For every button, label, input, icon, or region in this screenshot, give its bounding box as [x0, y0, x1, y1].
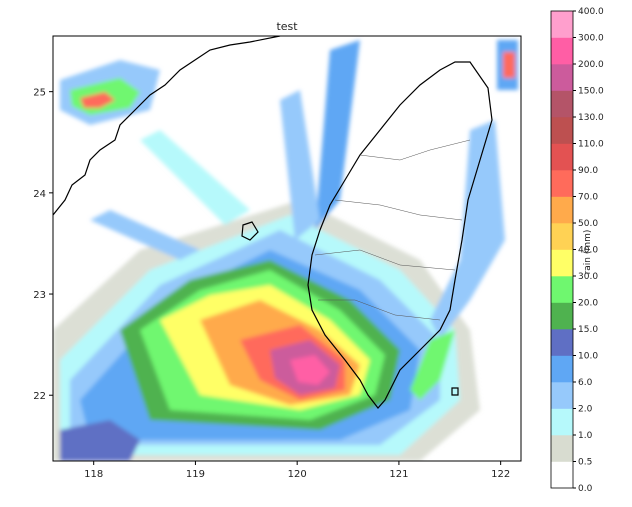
colorbar-swatch [551, 11, 573, 38]
y-tick-label: 24 [33, 189, 46, 200]
y-tick-label: 22 [33, 391, 46, 402]
rain-stripe-4 [90, 210, 200, 260]
x-tick-label: 120 [288, 469, 307, 480]
y-tick-label: 23 [33, 290, 46, 301]
county-boundary [359, 139, 471, 161]
colorbar-label: 400.0 [578, 7, 604, 17]
colorbar-swatch [551, 382, 573, 409]
rainfall-shading [53, 40, 518, 461]
colorbar-label: 20.0 [578, 299, 598, 309]
colorbar-label: 150.0 [578, 87, 604, 97]
penghu-islands [241, 221, 259, 241]
colorbar-swatch [551, 170, 573, 197]
colorbar-label: 50.0 [578, 219, 598, 229]
colorbar-title: rain (mm) [583, 230, 593, 275]
rain-stripe-1 [315, 40, 360, 230]
rain-ne-blob-red [503, 52, 515, 78]
green-island [451, 387, 459, 396]
colorbar-swatch [551, 329, 573, 356]
colorbar-swatch [551, 90, 573, 118]
colorbar-swatch [551, 461, 573, 489]
colorbar-swatch [551, 249, 573, 277]
colorbar-swatch [551, 355, 573, 383]
colorbar-label: 10.0 [578, 352, 598, 362]
map-frame [52, 35, 522, 462]
colorbar-label: 40.0 [578, 246, 598, 256]
taiwan-coastline [307, 61, 493, 409]
colorbar-swatch [551, 302, 573, 330]
colorbar-label: 0.0 [578, 484, 593, 494]
axis-ticks: 118 119 120 121 122 22 23 24 25 [33, 88, 510, 480]
x-tick-label: 119 [186, 469, 205, 480]
x-tick-label: 122 [491, 469, 510, 480]
fujian-coastline [53, 36, 281, 216]
map-panel [52, 35, 522, 462]
colorbar-swatch [551, 143, 573, 171]
county-boundaries [314, 139, 471, 321]
rain-nw-blob-red [80, 92, 115, 108]
rain-east-coast [430, 120, 505, 340]
colorbar-label: 300.0 [578, 34, 604, 44]
colorbar-label: 110.0 [578, 140, 604, 150]
colorbar-label: 200.0 [578, 60, 604, 70]
colorbar-swatch [551, 276, 573, 303]
colorbar-swatch [551, 117, 573, 144]
coastlines [53, 36, 493, 409]
colorbar: 0.0 0.5 1.0 2.0 6.0 10.0 15.0 20.0 30.0 40.0 50.0 7… [550, 7, 604, 494]
colorbar-label: 6.0 [578, 378, 593, 388]
rain-east-coast-green [410, 330, 455, 400]
colorbar-label: 130.0 [578, 113, 604, 123]
colorbar-swatch [551, 435, 573, 462]
colorbar-label: 30.0 [578, 272, 598, 282]
rain-stripe-3 [140, 130, 250, 225]
rainfall-field [53, 40, 518, 461]
x-tick-label: 118 [84, 469, 103, 480]
county-boundary [318, 299, 441, 321]
colorbar-label: 1.0 [578, 431, 593, 441]
rain-sw-patch [60, 420, 140, 461]
x-tick-label: 121 [389, 469, 408, 480]
colorbar-label: 15.0 [578, 325, 598, 335]
county-boundary [314, 249, 456, 271]
colorbar-swatch [551, 223, 573, 250]
y-tick-label: 25 [33, 88, 46, 99]
colorbar-label: 90.0 [578, 166, 598, 176]
colorbar-swatch [551, 408, 573, 436]
map-title: test [276, 20, 298, 33]
colorbar-swatch [551, 37, 573, 65]
rain-stripe-2 [280, 90, 320, 240]
colorbar-swatch [551, 196, 573, 224]
colorbar-label: 2.0 [578, 405, 593, 415]
county-boundary [334, 199, 463, 221]
colorbar-swatch [551, 64, 573, 91]
colorbar-label: 0.5 [578, 458, 592, 468]
rain-band-pink [290, 355, 330, 385]
colorbar-label: 70.0 [578, 193, 598, 203]
